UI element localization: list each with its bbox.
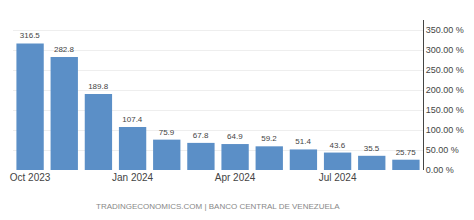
svg-text:189.8: 189.8 [88,82,109,91]
svg-text:67.8: 67.8 [193,131,209,140]
svg-text:Apr 2024: Apr 2024 [215,172,256,183]
svg-text:100.00 %: 100.00 % [426,125,464,135]
svg-text:107.4: 107.4 [122,115,143,124]
svg-text:59.2: 59.2 [261,134,277,143]
svg-text:200.00 %: 200.00 % [426,85,464,95]
svg-text:250.00 %: 250.00 % [426,65,464,75]
svg-text:Oct 2023: Oct 2023 [10,172,51,183]
svg-text:0.00 %: 0.00 % [426,165,454,175]
svg-text:350.00 %: 350.00 % [426,25,464,35]
svg-text:300.00 %: 300.00 % [426,45,464,55]
svg-text:64.9: 64.9 [227,132,243,141]
svg-text:50.00 %: 50.00 % [426,145,459,155]
svg-text:75.9: 75.9 [159,128,175,137]
svg-text:Jan 2024: Jan 2024 [112,172,154,183]
svg-text:TRADINGECONOMICS.COM | BANCO C: TRADINGECONOMICS.COM | BANCO CENTRAL DE … [96,202,340,211]
svg-text:282.8: 282.8 [54,45,75,54]
svg-text:Jul 2024: Jul 2024 [319,172,357,183]
svg-text:316.5: 316.5 [20,31,41,40]
svg-text:43.6: 43.6 [330,141,346,150]
svg-text:51.4: 51.4 [295,137,311,146]
svg-text:150.00 %: 150.00 % [426,105,464,115]
svg-text:25.75: 25.75 [396,148,417,157]
svg-text:35.5: 35.5 [364,144,380,153]
